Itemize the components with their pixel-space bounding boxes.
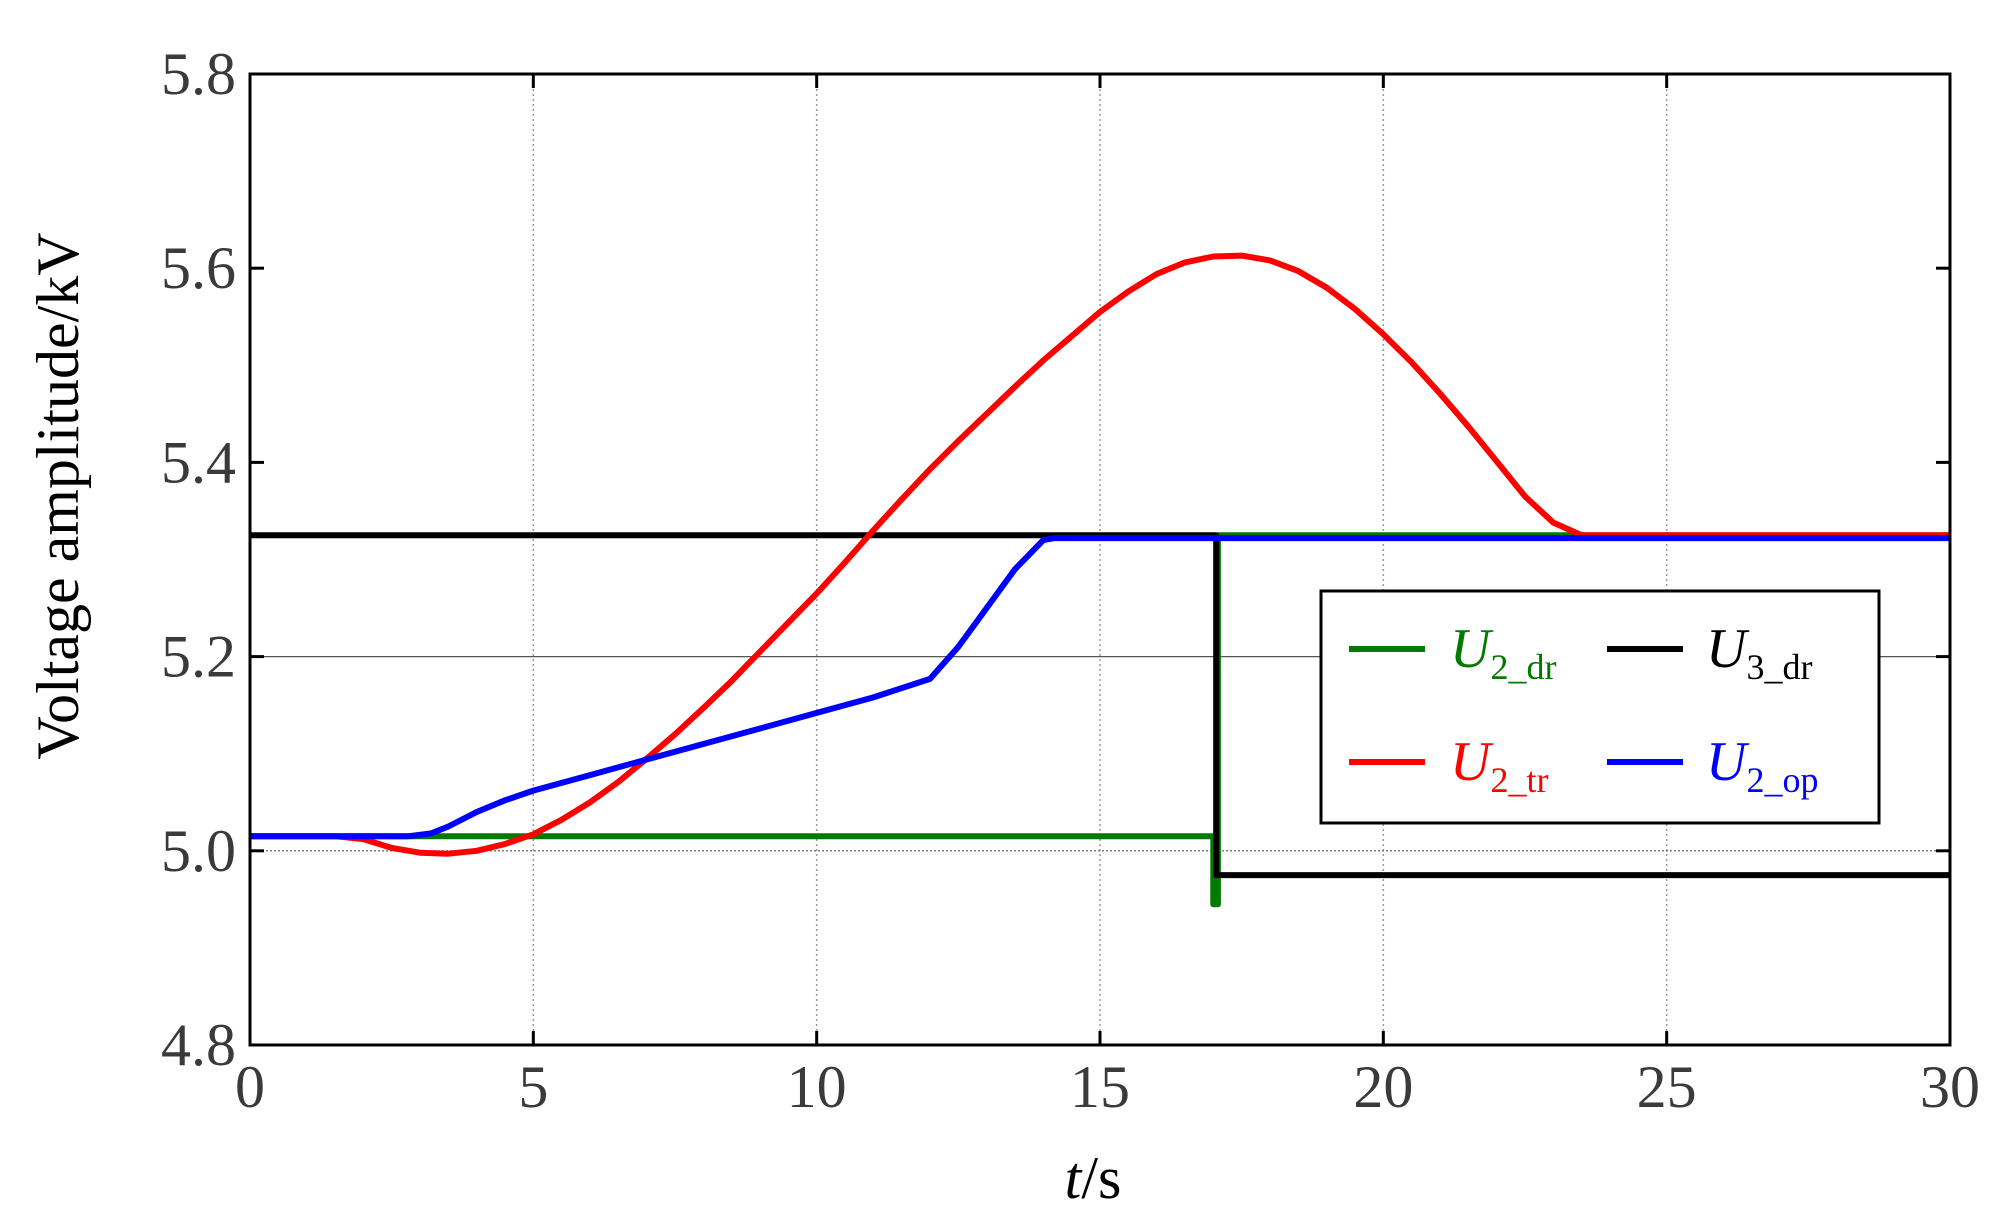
y-tick-label: 5.8 (161, 41, 236, 107)
x-tick-label: 5 (518, 1054, 548, 1120)
x-tick-label: 15 (1070, 1054, 1130, 1120)
x-tick-label: 20 (1353, 1054, 1413, 1120)
axis-ticks: 0 5 10 15 20 25 30 4.8 5.0 5.2 5.4 5.6 5.8 (161, 41, 1980, 1120)
x-tick-label: 10 (787, 1054, 847, 1120)
y-tick-label: 5.6 (161, 235, 236, 301)
y-tick-label: 5.2 (161, 624, 236, 690)
legend-label-u2-dr: U2_dr (1450, 618, 1556, 687)
x-tick-label: 0 (235, 1054, 265, 1120)
legend: U2_dr U3_dr U2_tr U2_op (1319, 589, 1881, 825)
legend-label-u2-tr: U2_tr (1450, 731, 1548, 800)
x-axis-variable: t (1065, 1145, 1083, 1211)
x-tick-label: 30 (1920, 1054, 1980, 1120)
y-tick-label: 5.4 (161, 429, 236, 495)
x-axis-unit: /s (1081, 1145, 1121, 1211)
legend-label-u2-op: U2_op (1706, 731, 1818, 800)
y-axis-title: Voltage amplitude/kV (25, 232, 91, 759)
x-tick-label: 25 (1637, 1054, 1697, 1120)
series-line-u2-op (250, 535, 1950, 840)
series-lines (250, 252, 1950, 908)
y-tick-label: 4.8 (161, 1012, 236, 1078)
legend-label-u3-dr: U3_dr (1706, 618, 1812, 687)
legend-box (1319, 589, 1881, 825)
x-axis-title: t/s (1065, 1145, 1122, 1211)
y-tick-label: 5.0 (161, 818, 236, 884)
grid-lines (250, 74, 1950, 1045)
series-line-u2-tr (250, 252, 1950, 857)
